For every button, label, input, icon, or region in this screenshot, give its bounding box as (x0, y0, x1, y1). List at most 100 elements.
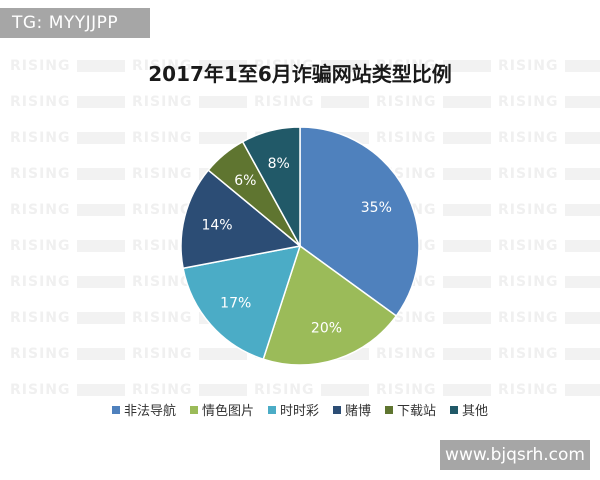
watermark-text: RISING (376, 382, 437, 398)
watermark-tile: RISING (376, 346, 491, 362)
watermark-block (76, 60, 125, 72)
pie-slice (299, 126, 420, 317)
watermark-block (320, 60, 369, 72)
watermark-block (564, 168, 600, 180)
watermark-block (320, 96, 369, 108)
legend-label: 时时彩 (279, 404, 319, 419)
watermark-tile: RISING (254, 382, 369, 398)
watermark-block (442, 312, 491, 324)
watermark-block (564, 348, 600, 360)
watermark-block (442, 96, 491, 108)
watermark-text: RISING (376, 58, 437, 74)
legend-label: 其他 (462, 404, 489, 419)
watermark-tile: RISING (254, 58, 369, 74)
watermark-text: RISING (132, 166, 193, 182)
watermark-text: RISING (10, 346, 71, 362)
watermark-tile: RISING (498, 202, 600, 218)
watermark-block (442, 240, 491, 252)
watermark-tile: RISING (498, 346, 600, 362)
watermark-text: RISING (132, 310, 193, 326)
watermark-block (76, 132, 125, 144)
watermark-text: RISING (498, 202, 559, 218)
watermark-background: RISING RISING RISING RISING RISING RISING RISI… (0, 58, 600, 418)
watermark-text: RISING (376, 130, 437, 146)
pie-slice-label: 17% (220, 296, 251, 312)
watermark-block (564, 204, 600, 216)
pie-slice-label: 14% (201, 218, 232, 234)
watermark-tile: RISING (376, 94, 491, 110)
watermark-block (76, 384, 125, 396)
watermark-text: RISING (10, 238, 71, 254)
watermark-text: RISING (132, 202, 193, 218)
watermark-block (564, 96, 600, 108)
watermark-text: RISING (132, 58, 193, 74)
legend-item-gambling: 赌博 (333, 400, 371, 419)
watermark-text: RISING (132, 94, 193, 110)
legend-swatch (189, 405, 198, 414)
watermark-block (442, 384, 491, 396)
watermark-row: RISING RISING RISING RISING RISING (0, 58, 600, 78)
legend-item-download-site: 下载站 (385, 400, 436, 419)
watermark-text: RISING (10, 382, 71, 398)
watermark-text: RISING (132, 274, 193, 290)
watermark-text: RISING (498, 274, 559, 290)
legend-label: 情色图片 (201, 404, 254, 419)
watermark-block (442, 204, 491, 216)
watermark-text: RISING (498, 130, 559, 146)
legend-label: 非法导航 (123, 404, 176, 419)
watermark-tile: RISING (10, 346, 125, 362)
watermark-tile: RISING (10, 382, 125, 398)
watermark-block (198, 96, 247, 108)
legend-item-other: 其他 (450, 400, 488, 419)
watermark-text: RISING (498, 58, 559, 74)
watermark-text: RISING (10, 130, 71, 146)
legend-swatch (333, 405, 341, 414)
watermark-tile: RISING (10, 58, 125, 74)
watermark-tile: RISING (10, 238, 125, 254)
watermark-text: RISING (254, 94, 315, 110)
pie-slice (182, 245, 302, 361)
watermark-tile: RISING (498, 238, 600, 254)
watermark-tile: RISING (498, 130, 600, 146)
watermark-block (76, 276, 125, 288)
watermark-text: RISING (376, 94, 437, 110)
tg-label: TG: MYYJJPP (0, 8, 150, 38)
watermark-block (198, 384, 247, 396)
watermark-text: RISING (132, 346, 193, 362)
watermark-text: RISING (10, 202, 71, 218)
watermark-text: RISING (376, 346, 437, 362)
pie-slice-label: 6% (234, 173, 256, 189)
watermark-block (198, 348, 247, 360)
watermark-text: RISING (498, 238, 559, 254)
watermark-tile: RISING (10, 94, 125, 110)
watermark-tile: RISING (254, 94, 369, 110)
chart-legend: 非法导航 情色图片 时时彩 赌博 下载站 其他 (0, 400, 600, 419)
watermark-text: RISING (10, 94, 71, 110)
watermark-block (76, 204, 125, 216)
watermark-tile: RISING (10, 202, 125, 218)
watermark-block (320, 384, 369, 396)
watermark-tile: RISING (10, 130, 125, 146)
pie-slice (180, 169, 302, 270)
watermark-block (76, 240, 125, 252)
watermark-block (76, 348, 125, 360)
watermark-tile: RISING (498, 58, 600, 74)
watermark-block (442, 132, 491, 144)
pie-slice (262, 244, 398, 366)
pie-slice-label: 8% (268, 156, 290, 172)
legend-swatch (385, 405, 394, 414)
watermark-text: RISING (132, 238, 193, 254)
watermark-block (442, 60, 491, 72)
watermark-text: RISING (498, 94, 559, 110)
watermark-block (198, 132, 247, 144)
watermark-tile: RISING (10, 274, 125, 290)
legend-swatch (267, 405, 276, 414)
legend-swatch (450, 405, 459, 414)
watermark-text: RISING (10, 310, 71, 326)
watermark-text: RISING (498, 382, 559, 398)
watermark-tile: RISING (10, 310, 125, 326)
watermark-block (564, 240, 600, 252)
watermark-tile: RISING (498, 166, 600, 182)
legend-label: 赌博 (345, 404, 372, 419)
watermark-text: RISING (132, 130, 193, 146)
